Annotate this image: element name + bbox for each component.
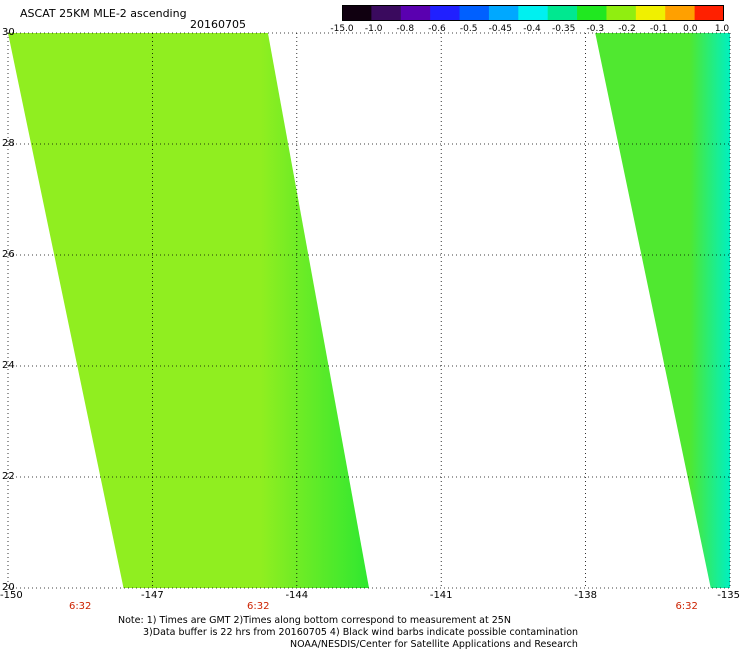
colorbar-swatch [371, 5, 402, 21]
pass-time-label: 6:32 [68, 601, 92, 612]
longitude-tick-label: -135 [717, 590, 740, 601]
colorbar-tick-label: -0.45 [488, 24, 512, 34]
colorbar-swatch [459, 5, 490, 21]
swath-east [595, 33, 730, 588]
latitude-tick-label: 24 [2, 360, 15, 371]
colorbar-swatch [694, 5, 724, 21]
longitude-tick-label: -138 [574, 590, 597, 601]
longitude-tick-label: -144 [285, 590, 309, 601]
colorbar-tick-label: -0.4 [523, 24, 541, 34]
note-line-2: 3)Data buffer is 22 hrs from 20160705 4)… [143, 627, 579, 638]
latitude-tick-label: 30 [2, 27, 15, 38]
colorbar-swatch [635, 5, 666, 21]
colorbar-swatch [488, 5, 519, 21]
colorbar-swatch [547, 5, 578, 21]
product-date: 20160705 [190, 18, 246, 31]
colorbar-tick-label: -0.35 [552, 24, 576, 34]
colorbar-tick-label: -0.1 [649, 24, 668, 34]
colorbar-swatch [606, 5, 637, 21]
latitude-tick-label: 28 [2, 138, 15, 149]
colorbar-swatch [518, 5, 549, 21]
colorbar-swatch [400, 5, 431, 21]
colorbar-tick-label: -0.8 [396, 24, 415, 34]
product-title: ASCAT 25KM MLE-2 ascending [20, 7, 187, 20]
note-line-3: NOAA/NESDIS/Center for Satellite Applica… [290, 639, 578, 650]
colorbar-tick-label: -15.0 [330, 24, 354, 34]
longitude-tick-label: -150 [0, 590, 23, 601]
colorbar-swatch [342, 5, 372, 21]
colorbar-swatch [577, 5, 608, 21]
latitude-tick-label: 20 [2, 582, 15, 593]
note-line-1: Note: 1) Times are GMT 2)Times along bot… [118, 615, 511, 626]
pass-time-label: 6:32 [675, 601, 698, 612]
swath-west [8, 33, 369, 588]
colorbar-swatch [665, 5, 696, 21]
colorbar-tick-label: -1.0 [364, 24, 383, 34]
colorbar-tick-label: -0.3 [586, 24, 605, 34]
colorbar-tick-label: -0.6 [428, 24, 446, 34]
colorbar-tick-label: -0.2 [618, 24, 636, 34]
longitude-tick-label: -147 [141, 590, 164, 601]
latitude-tick-label: 26 [2, 249, 15, 260]
colorbar-tick-label: 0.0 [683, 24, 698, 34]
pass-time-label: 6:32 [247, 601, 270, 612]
colorbar-tick-label: -0.5 [459, 24, 478, 34]
colorbar [342, 5, 724, 21]
longitude-tick-label: -141 [429, 590, 453, 601]
colorbar-tick-label: 1.0 [714, 24, 730, 34]
colorbar-labels: -15.0 -1.0 -0.8 -0.6 -0.5 -0.45 -0.4 -0.35 -0.3 -… [330, 24, 729, 36]
colorbar-swatch [430, 5, 461, 21]
latitude-tick-label: 22 [2, 471, 15, 482]
